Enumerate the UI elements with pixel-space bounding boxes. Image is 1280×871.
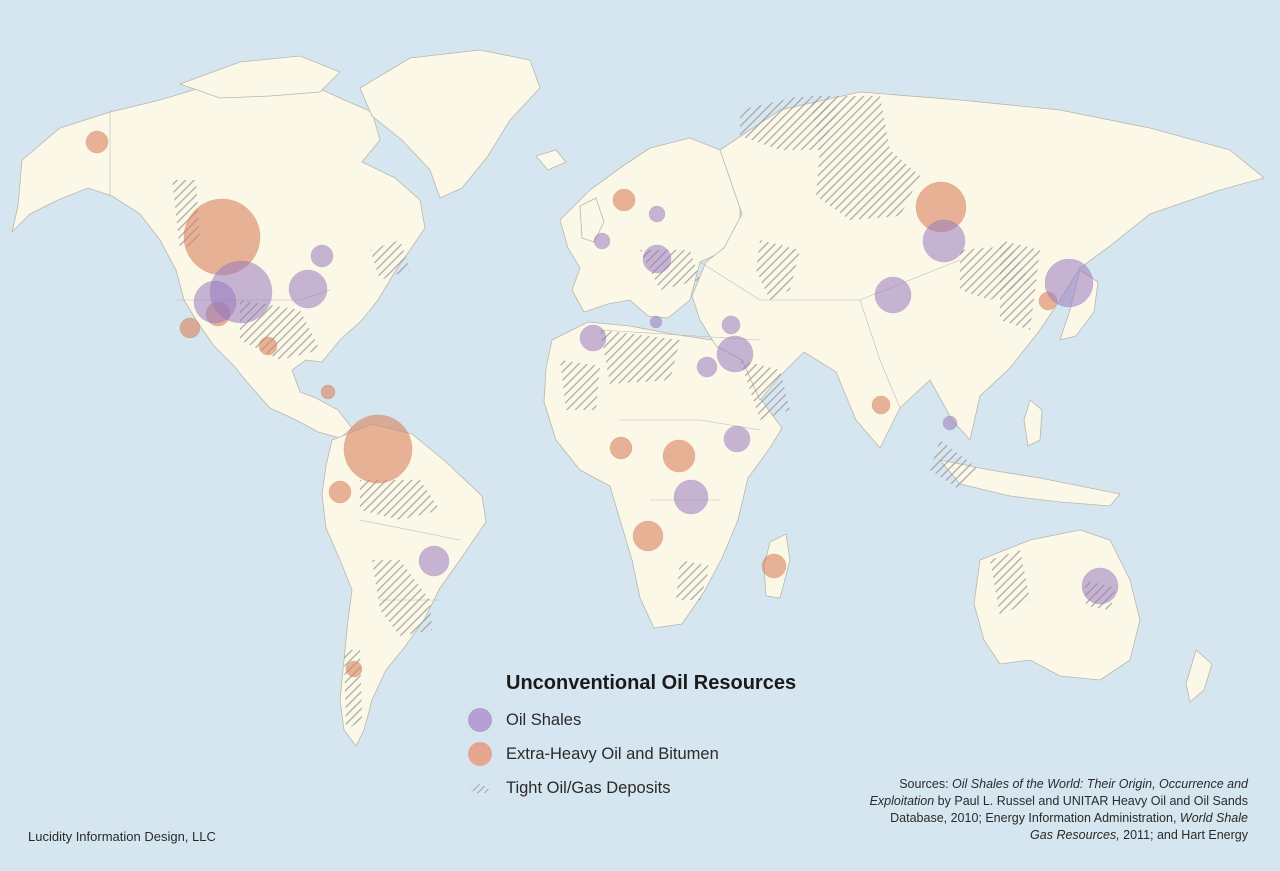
heavy-norway <box>612 188 636 212</box>
shale-turkey <box>721 315 741 335</box>
shale-egypt <box>696 356 718 378</box>
iceland <box>535 149 567 171</box>
oil-shales-swatch <box>468 708 492 732</box>
shale-jordan <box>716 335 754 373</box>
shale-ethiopia <box>723 425 751 453</box>
sources-line-a: by Paul L. Russel and UNITAR Heavy Oil a… <box>890 794 1248 825</box>
legend-title: Unconventional Oil Resources <box>506 672 797 694</box>
sources-line-b: 2011; and Hart Energy <box>1119 828 1248 842</box>
heavy-chad <box>662 439 696 473</box>
indonesia <box>938 459 1121 507</box>
shale-brazil <box>418 545 450 577</box>
legend-item-extra-heavy: Extra-Heavy Oil and Bitumen <box>468 741 719 767</box>
shale-great-lakes <box>310 244 334 268</box>
heavy-alaska <box>85 130 109 154</box>
legend-item-tight-oil: Tight Oil/Gas Deposits <box>468 775 670 801</box>
sources-book-title: Oil Shales of the World: Their Origin, O… <box>869 777 1248 808</box>
heavy-cuba <box>320 384 336 400</box>
oil-shale-sites <box>193 205 1119 605</box>
legend-item-oil-shales: Oil Shales <box>468 707 581 733</box>
heavy-congo <box>632 520 664 552</box>
tight-oil-swatch <box>469 783 491 794</box>
arctic-islands <box>178 55 341 99</box>
shale-congo-drc <box>673 479 709 515</box>
uk <box>579 197 605 243</box>
extra-heavy-swatch <box>468 742 492 766</box>
heavy-texas <box>258 336 278 356</box>
sources-report-title: World Shale Gas Resources, <box>1030 811 1248 842</box>
shale-morocco <box>579 324 607 352</box>
shale-wyoming <box>193 280 237 324</box>
legend-label-tight-oil: Tight Oil/Gas Deposits <box>506 778 671 797</box>
heavy-argentina <box>345 660 363 678</box>
legend-label-oil-shales: Oil Shales <box>506 710 582 729</box>
africa <box>543 321 783 629</box>
new-zealand <box>1185 649 1213 703</box>
heavy-nigeria <box>609 436 633 460</box>
heavy-venezuela <box>343 414 413 484</box>
legend-label-extra-heavy: Extra-Heavy Oil and Bitumen <box>506 744 719 763</box>
shale-thailand <box>942 415 958 431</box>
shale-eastern-us <box>288 269 328 309</box>
sources-text: Sources: Oil Shales of the World: Their … <box>868 776 1248 844</box>
shale-italy <box>649 315 663 329</box>
shale-sweden <box>648 205 666 223</box>
shale-mongolia <box>874 276 912 314</box>
philippines <box>1023 399 1043 447</box>
shale-northeast-china <box>1044 258 1094 308</box>
heavy-ecuador <box>328 480 352 504</box>
shale-russia-east <box>922 219 966 263</box>
heavy-india <box>871 395 891 415</box>
greenland <box>359 49 541 199</box>
heavy-california <box>179 317 201 339</box>
shale-australia <box>1081 567 1119 605</box>
heavy-madagascar <box>761 553 787 579</box>
shale-central-europe <box>642 244 672 274</box>
shale-uk <box>593 232 611 250</box>
credit-text: Lucidity Information Design, LLC <box>28 829 216 844</box>
landmasses <box>11 49 1265 747</box>
sources-prefix: Sources: <box>899 777 953 791</box>
extra-heavy-oil-sites <box>85 130 1058 678</box>
